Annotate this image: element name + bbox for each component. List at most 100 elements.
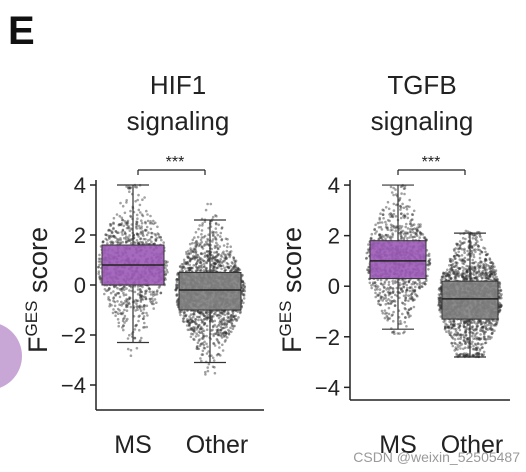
data-point (202, 334, 205, 338)
data-point (192, 247, 196, 251)
data-point (135, 224, 138, 227)
data-point (217, 252, 220, 256)
data-point (193, 313, 196, 316)
data-point (194, 245, 198, 249)
data-point (203, 243, 207, 246)
data-point (202, 329, 206, 333)
data-point (213, 262, 217, 265)
data-point (118, 309, 121, 312)
chart-1-title-line-2: signaling (127, 106, 230, 136)
data-point (474, 328, 478, 332)
decor-circle (0, 324, 22, 388)
data-point (117, 223, 121, 227)
data-point (465, 327, 469, 331)
data-point (221, 349, 225, 352)
data-point (116, 300, 119, 303)
data-point (120, 289, 124, 293)
data-point (198, 311, 202, 315)
data-point (479, 343, 483, 346)
data-point (152, 302, 155, 306)
data-point (236, 268, 240, 271)
data-point (200, 327, 203, 330)
data-point (186, 318, 189, 321)
data-point (191, 329, 195, 332)
data-point (478, 252, 482, 256)
data-point (211, 254, 214, 257)
data-point (202, 346, 206, 350)
data-point (108, 237, 111, 240)
data-point (438, 308, 441, 312)
data-point (123, 285, 126, 289)
data-point (220, 336, 224, 339)
data-point (409, 233, 413, 237)
data-point (195, 240, 198, 244)
data-point (199, 260, 202, 264)
data-point (129, 354, 133, 358)
data-point (166, 260, 169, 264)
data-point (144, 220, 147, 224)
data-point (366, 268, 369, 272)
data-point (112, 299, 115, 303)
data-point (144, 296, 147, 299)
data-point (118, 295, 122, 299)
data-point (164, 278, 167, 281)
data-point (214, 332, 217, 335)
data-point (117, 223, 121, 226)
data-point (488, 257, 492, 260)
data-point (222, 323, 226, 326)
data-point (137, 242, 141, 246)
data-point (218, 263, 221, 266)
data-point (108, 298, 112, 302)
data-point (201, 353, 205, 356)
data-point (225, 249, 229, 253)
data-point (212, 342, 216, 345)
data-point (136, 217, 139, 220)
data-point (126, 305, 129, 309)
data-point (467, 353, 470, 356)
data-point (484, 338, 488, 341)
data-point (175, 294, 179, 298)
data-point (211, 325, 215, 329)
data-point (398, 196, 402, 200)
data-point (456, 269, 460, 273)
data-point (145, 229, 148, 232)
data-point (443, 325, 447, 328)
data-point (122, 293, 126, 297)
data-point (197, 318, 200, 322)
data-point (401, 302, 405, 305)
data-point (117, 321, 121, 325)
data-point (137, 319, 140, 323)
data-point (452, 333, 456, 337)
data-point (460, 343, 464, 346)
data-point (231, 315, 235, 319)
data-point (108, 229, 111, 232)
data-point (124, 232, 127, 236)
data-point (139, 296, 142, 300)
data-point (175, 286, 179, 290)
data-point (191, 238, 195, 242)
data-point (475, 322, 478, 326)
data-point (198, 224, 201, 227)
data-point (200, 236, 204, 239)
data-point (442, 320, 446, 324)
data-point (185, 269, 188, 273)
data-point (122, 224, 126, 228)
data-point (123, 231, 127, 234)
data-point (479, 333, 482, 336)
data-point (453, 249, 456, 252)
data-point (135, 346, 139, 350)
data-point (121, 218, 125, 222)
data-point (179, 313, 182, 317)
data-point (112, 308, 115, 311)
data-point (218, 321, 221, 324)
data-point (184, 313, 188, 317)
data-point (142, 315, 146, 318)
data-point (406, 312, 410, 315)
data-point (144, 228, 147, 232)
data-point (117, 312, 120, 316)
data-point (212, 333, 215, 336)
data-point (212, 255, 215, 259)
data-point (234, 265, 238, 268)
data-point (207, 350, 210, 353)
data-point (97, 265, 100, 269)
